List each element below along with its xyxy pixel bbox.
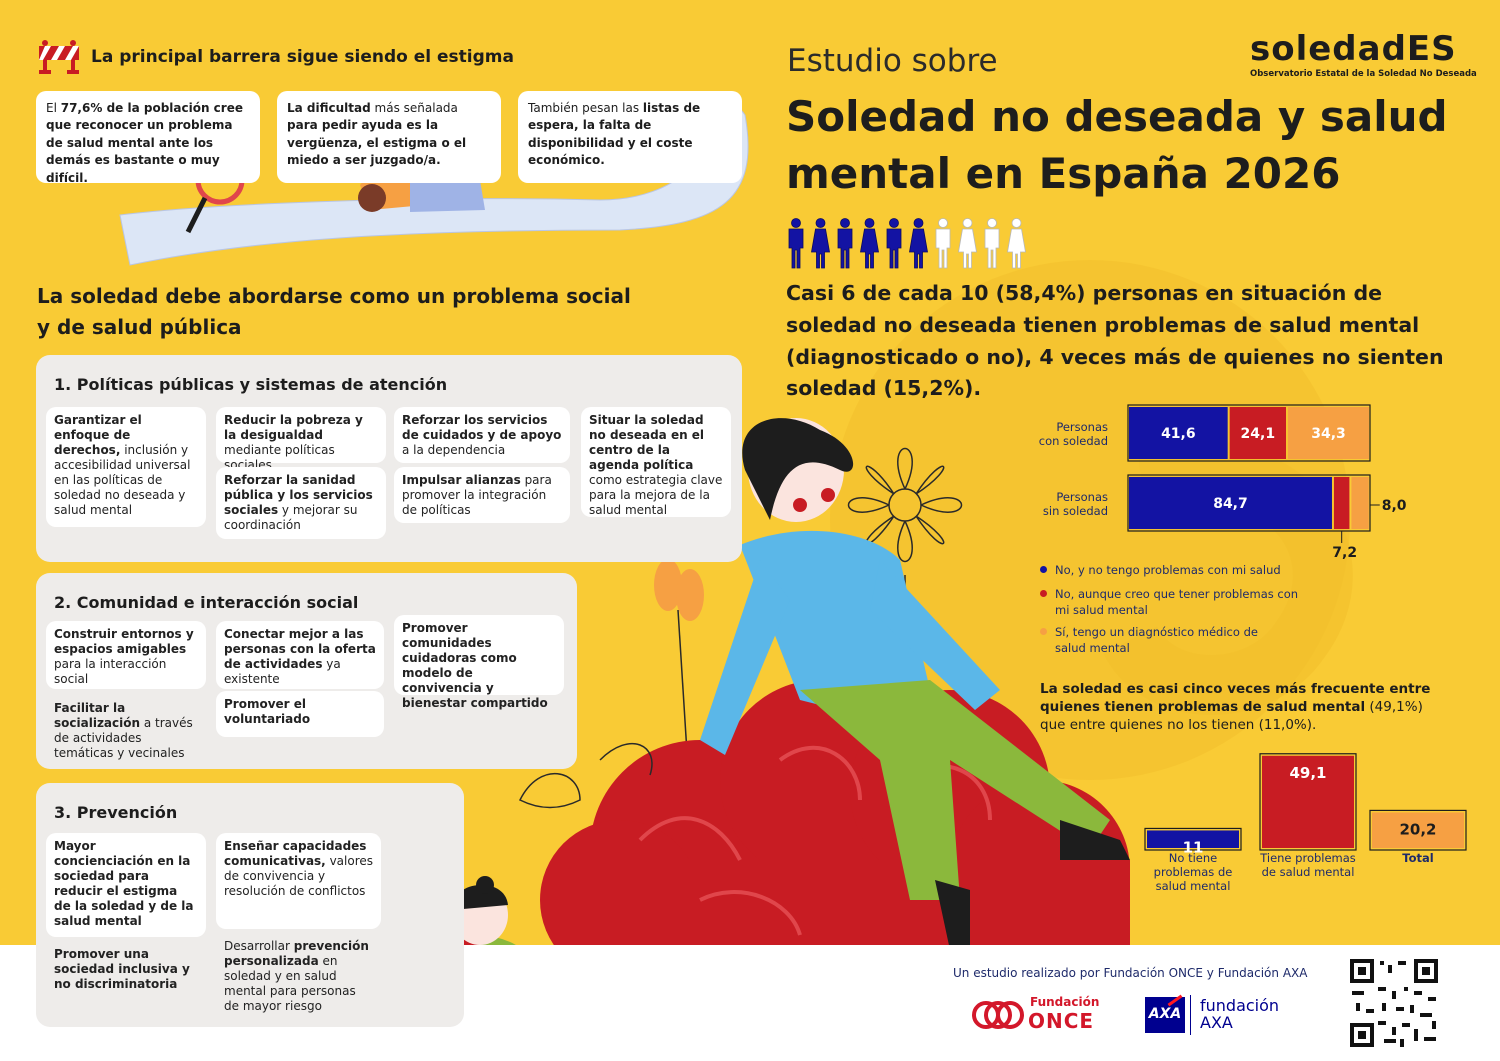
person-icon (788, 218, 804, 269)
community-card-volunteering: Promover el voluntariado (216, 691, 384, 737)
data-label: 84,7 (1213, 496, 1248, 512)
bar-frame (1127, 404, 1371, 462)
category-label: Personas (1056, 420, 1108, 434)
qr-code[interactable] (1348, 957, 1440, 1049)
column-category-label: No tiene (1169, 851, 1217, 865)
column-frame (1144, 827, 1242, 851)
community-card-spaces: Construir entornos y espacios amigables … (46, 621, 206, 689)
bar-segment (1287, 407, 1369, 459)
panel-community: 2. Comunidad e interacción social Constr… (36, 573, 577, 769)
person-icon (958, 218, 977, 269)
header-kicker: Estudio sobre (787, 43, 998, 79)
person-icon (984, 218, 1000, 269)
column-value-label: 20,2 (1399, 820, 1436, 838)
column-value-label: 49,1 (1289, 764, 1326, 782)
category-label: Personas (1056, 490, 1108, 504)
community-card-caring: Promover comunidades cuidadoras como mod… (394, 615, 564, 710)
prevention-card-communication: Enseñar capacidades comunicativas, valor… (216, 833, 381, 929)
policy-card-rights: Garantizar el enfoque de derechos, inclu… (46, 407, 206, 527)
panel-policies: 1. Políticas públicas y sistemas de aten… (36, 355, 742, 562)
prevention-card-personalized: Desarrollar prevención personalizada en … (224, 939, 369, 1013)
bar-segment (1351, 477, 1369, 529)
column-frame (1259, 753, 1357, 851)
policy-card-health: Reforzar la sanidad pública y los servic… (216, 467, 386, 539)
stigma-card-2: La dificultad más señalada para pedir ay… (277, 91, 501, 183)
prevention-card-inclusive: Promover una sociedad inclusiva y no dis… (54, 947, 190, 991)
stigma-title: La principal barrera sigue siendo el est… (91, 47, 514, 67)
fundacion-axa-text: fundación AXA (1200, 996, 1280, 1032)
panel-prevention-title: 3. Prevención (54, 803, 178, 822)
column-value-label: 11 (1183, 838, 1204, 856)
soledades-logo: soledadES Observatorio Estatal de la Sol… (1250, 29, 1477, 79)
panel-prevention: 3. Prevención Mayor concienciación en la… (36, 783, 464, 1027)
axa-logo: AXA (1145, 994, 1185, 1033)
woman-illustration (700, 418, 1130, 945)
person-icon (811, 218, 830, 269)
bar-frame (1127, 474, 1371, 532)
bud-illustration (654, 559, 682, 611)
data-label: 34,3 (1311, 426, 1346, 442)
data-label: 24,1 (1241, 426, 1276, 442)
social-headline: La soledad debe abordarse como un proble… (37, 284, 631, 339)
person-icon (909, 218, 928, 269)
once-rings-icon (972, 1001, 1024, 1029)
legend-item-1: No, y no tengo problemas con mi salud (1040, 563, 1281, 579)
data-label: 8,0 (1382, 498, 1407, 514)
column-bar (1147, 830, 1239, 848)
background-decoration (62, 102, 1130, 945)
legend-item-2: No, aunque creo que tener problemas con … (1040, 587, 1298, 618)
legend-dot-orange (1040, 628, 1047, 635)
bar-segment (1333, 477, 1350, 529)
panel-community-title: 2. Comunidad e interacción social (54, 593, 359, 612)
category-label: sin soledad (1043, 504, 1108, 518)
column-frame (1369, 809, 1467, 851)
legend-dot-red (1040, 590, 1047, 597)
person-icon (935, 218, 951, 269)
policy-card-poverty: Reducir la pobreza y la desigualdad medi… (216, 407, 386, 472)
column-category-label: Total (1402, 851, 1433, 865)
column-bar (1372, 812, 1464, 848)
person-icon (886, 218, 902, 269)
second-chart-intro: La soledad es casi cinco veces más frecu… (1040, 681, 1431, 733)
community-card-connect: Conectar mejor a las personas con la ofe… (216, 621, 384, 689)
barrier-icon (39, 40, 79, 74)
person-icon (860, 218, 879, 269)
policy-card-agenda: Situar la soledad no deseada en el centr… (581, 407, 731, 517)
legend-item-3: Sí, tengo un diagnóstico médico de salud… (1040, 625, 1258, 656)
stigma-card-1: El 77,6% de la población cree que recono… (36, 91, 260, 185)
column-category-label: problemas de (1154, 865, 1233, 879)
panel-policies-title: 1. Políticas públicas y sistemas de aten… (54, 375, 448, 394)
credit-text: Un estudio realizado por Fundación ONCE … (953, 966, 1308, 980)
fundacion-once-logo: Fundación ONCE (972, 993, 1102, 1037)
community-card-socialization: Facilitar la socialización a través de a… (54, 701, 193, 760)
column-category-label: salud mental (1156, 879, 1231, 893)
column-bar (1262, 755, 1354, 848)
column-category-label: de salud mental (1262, 865, 1355, 879)
bar-segment (1229, 407, 1286, 459)
legend-dot-navy (1040, 566, 1047, 573)
prevention-card-awareness: Mayor concienciación en la sociedad para… (46, 833, 206, 937)
category-label: con soledad (1039, 434, 1108, 448)
person-icon (1007, 218, 1026, 269)
data-label: 41,6 (1161, 426, 1196, 442)
page-title: Soledad no deseada y salud mental en Esp… (786, 92, 1448, 199)
bar-segment (1129, 407, 1228, 459)
stigma-card-3: También pesan las listas de espera, la f… (518, 91, 742, 183)
headline: Casi 6 de cada 10 (58,4%) personas en si… (786, 281, 1444, 401)
person-icon (837, 218, 853, 269)
policy-card-care: Reforzar los servicios de cuidados y de … (394, 407, 570, 463)
column-category-label: Tiene problemas (1259, 851, 1356, 865)
bar-segment (1129, 477, 1332, 529)
data-label: 7,2 (1332, 545, 1357, 561)
pictogram (788, 218, 1026, 269)
policy-card-alliances: Impulsar alianzas para promover la integ… (394, 467, 570, 523)
